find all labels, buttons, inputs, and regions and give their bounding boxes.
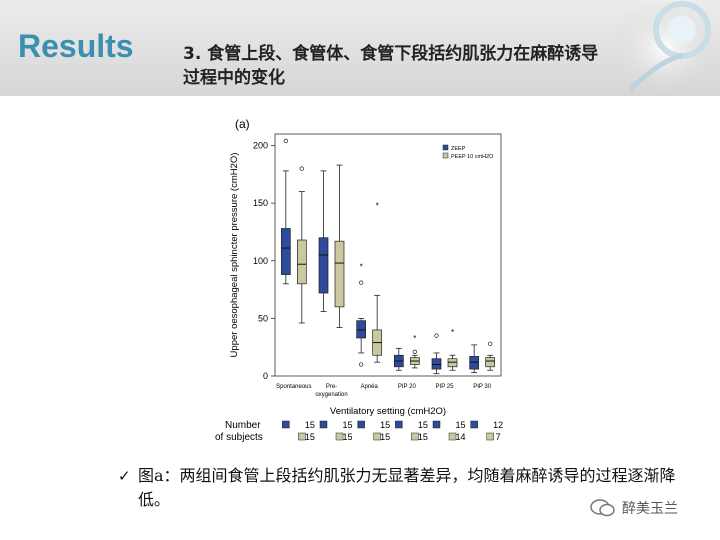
subjects-swatch — [448, 432, 457, 441]
check-icon: ✓ — [118, 467, 131, 485]
x-tick-label: PIP 25 — [436, 384, 455, 390]
outlier-point — [488, 341, 493, 346]
outlier-point — [299, 166, 304, 171]
outlier-point — [434, 333, 439, 338]
extreme-point: * — [413, 334, 416, 343]
legend: ZEEP PEEP 10 cmH2O — [442, 144, 494, 160]
watermark-text: 醉美玉兰 — [622, 501, 678, 517]
subjects-table: Number of subjects 15 15 15 15 15 15 15 15 15 14 1… — [215, 420, 503, 443]
subjects-swatch — [319, 420, 328, 429]
slide-title: Results — [18, 28, 134, 64]
subjects-label-number: Number — [225, 420, 261, 431]
box — [296, 239, 307, 285]
stethoscope-decoration-icon — [610, 0, 720, 96]
subjects-swatch — [411, 432, 419, 441]
boxplot-figure: (a) 0 50 100 150 200 Upper oesophageal sphinc… — [215, 117, 503, 443]
subjects-swatch — [395, 420, 403, 429]
subjects-swatch — [486, 432, 494, 441]
subjects-count: 15 — [305, 420, 315, 430]
subjects-label-of-subjects: of subjects — [215, 432, 263, 443]
subjects-count: 15 — [380, 420, 390, 430]
subjects-count: 15 — [342, 432, 352, 442]
subjects-count: 15 — [342, 420, 352, 430]
subjects-count: 15 — [380, 432, 390, 442]
legend-swatch — [442, 152, 449, 159]
outlier-point — [283, 138, 288, 144]
x-tick-label: oxygenation — [315, 392, 347, 398]
outlier-point — [412, 349, 417, 354]
y-axis-label: Upper oesophageal sphincter pressure (cm… — [229, 153, 240, 358]
subjects-swatch — [282, 420, 290, 429]
box — [334, 240, 345, 308]
extreme-point: * — [360, 263, 363, 272]
plot-frame — [274, 133, 502, 377]
y-tick-label: 150 — [253, 198, 268, 208]
y-tick-label: 100 — [253, 256, 268, 266]
subjects-swatch — [373, 432, 381, 441]
subjects-count: 15 — [418, 432, 428, 442]
box — [485, 357, 496, 368]
subjects-swatch — [432, 420, 441, 429]
extreme-point: * — [376, 201, 379, 210]
figure-caption: ✓ 图a：两组间食管上段括约肌张力无显著差异，均随着麻醉诱导的过程逐渐降低。 — [118, 464, 698, 512]
box — [356, 320, 367, 339]
box — [280, 228, 291, 275]
y-tick-label: 200 — [253, 141, 268, 151]
legend-label: PEEP 10 cmH2O — [451, 154, 494, 160]
x-tick-label: Spontaneous — [276, 384, 311, 390]
y-tick-label: 50 — [258, 313, 268, 323]
x-tick-label: Apnéa — [360, 384, 378, 390]
subjects-count: 15 — [418, 420, 428, 430]
x-tick-label: PIP 20 — [398, 384, 417, 390]
x-tick-label: Pre- — [326, 384, 337, 390]
legend-label: ZEEP — [451, 146, 466, 152]
y-tick-label: 0 — [263, 371, 268, 381]
box — [431, 358, 442, 370]
subjects-swatch — [335, 432, 344, 441]
subjects-swatch — [470, 420, 478, 429]
watermark: 醉美玉兰 — [590, 498, 678, 518]
subjects-count: 7 — [496, 432, 501, 442]
subjects-count: 14 — [455, 432, 465, 442]
box — [447, 358, 458, 368]
slide-header: Results 3. 食管上段、食管体、食管下段括约肌张力在麻醉诱导过程中的变化 — [0, 0, 720, 96]
extreme-point: * — [451, 328, 454, 337]
caption-text: 图a：两组间食管上段括约肌张力无显著差异，均随着麻醉诱导的过程逐渐降低。 — [138, 466, 676, 509]
plot-axes: 0 50 100 150 200 Upper oesophageal sphincter … — [229, 133, 502, 417]
wechat-icon — [590, 499, 615, 517]
subjects-count: 15 — [305, 432, 315, 442]
slide-subtitle: 3. 食管上段、食管体、食管下段括约肌张力在麻醉诱导过程中的变化 — [183, 44, 599, 88]
x-tick-label: PIP 30 — [473, 384, 492, 390]
outlier-point — [359, 280, 364, 285]
subjects-swatch — [357, 420, 365, 429]
outlier-point — [359, 362, 364, 367]
legend-swatch — [442, 144, 449, 151]
subjects-swatch — [298, 432, 306, 441]
box — [469, 356, 480, 370]
box — [318, 237, 329, 294]
subjects-count: 15 — [455, 420, 465, 430]
panel-label: (a) — [235, 117, 250, 131]
subjects-count: 12 — [493, 420, 503, 430]
plot-marks: * * * * — [280, 138, 496, 375]
x-axis-label: Ventilatory setting (cmH2O) — [330, 406, 446, 417]
